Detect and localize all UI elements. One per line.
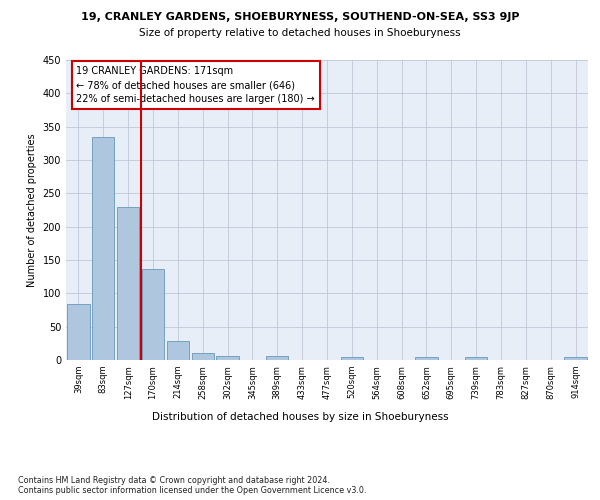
Bar — [117, 206, 139, 360]
Bar — [217, 356, 239, 360]
Text: Distribution of detached houses by size in Shoeburyness: Distribution of detached houses by size … — [152, 412, 448, 422]
Text: 19, CRANLEY GARDENS, SHOEBURYNESS, SOUTHEND-ON-SEA, SS3 9JP: 19, CRANLEY GARDENS, SHOEBURYNESS, SOUTH… — [81, 12, 519, 22]
Bar — [341, 356, 363, 360]
Bar — [67, 304, 89, 360]
Bar — [465, 356, 487, 360]
Bar — [142, 268, 164, 360]
Bar — [565, 356, 587, 360]
Bar — [167, 340, 189, 360]
Text: Size of property relative to detached houses in Shoeburyness: Size of property relative to detached ho… — [139, 28, 461, 38]
Bar — [191, 352, 214, 360]
Y-axis label: Number of detached properties: Number of detached properties — [27, 133, 37, 287]
Bar — [415, 356, 437, 360]
Text: Contains HM Land Registry data © Crown copyright and database right 2024.
Contai: Contains HM Land Registry data © Crown c… — [18, 476, 367, 495]
Bar — [266, 356, 289, 360]
Text: 19 CRANLEY GARDENS: 171sqm
← 78% of detached houses are smaller (646)
22% of sem: 19 CRANLEY GARDENS: 171sqm ← 78% of deta… — [76, 66, 315, 104]
Bar — [92, 138, 115, 360]
